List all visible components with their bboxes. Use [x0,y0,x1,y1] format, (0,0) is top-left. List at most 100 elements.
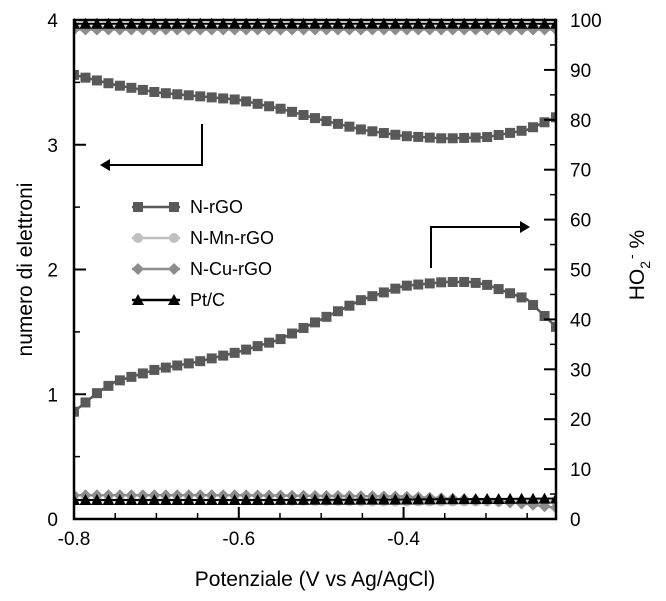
data-point [310,113,320,124]
data-point [493,284,504,295]
data-point [103,78,114,89]
data-point [297,17,310,29]
data-point [229,347,240,358]
data-point [172,89,183,100]
y-right-tick-label: 70 [570,161,591,182]
data-point [263,17,276,29]
data-point [550,501,556,514]
data-point [126,82,137,93]
data-point [309,493,321,505]
data-point [286,17,299,29]
data-point [401,131,412,142]
data-point [505,127,516,138]
data-point [321,311,332,322]
data-point [160,362,171,373]
data-point [378,287,389,298]
legend-label: Pt/C [190,290,225,310]
data-point [527,492,540,504]
data-point [366,17,379,29]
data-point [493,129,504,140]
data-point [343,17,356,29]
data-point [344,300,355,311]
data-point [137,84,148,95]
y-left-tick-label: 1 [47,385,58,406]
legend-marker [169,202,179,212]
data-point [275,334,286,345]
data-point [331,17,344,29]
data-point [459,132,470,143]
data-point [228,17,241,29]
data-point [389,493,402,505]
data-point [400,17,413,29]
data-point [504,492,517,504]
data-point [149,86,160,97]
data-point [240,494,253,506]
legend-marker [168,294,180,305]
left-axis-arrow-head [100,159,110,171]
data-point [228,494,241,506]
data-point [482,279,493,290]
data-point [458,17,471,29]
data-point [182,494,195,506]
data-point [241,344,252,355]
data-point [274,17,287,29]
data-point [287,106,298,117]
data-point [206,353,217,364]
data-point [194,494,207,506]
data-point [344,121,355,132]
data-point [79,17,92,29]
data-point [183,358,194,369]
data-point [412,493,425,505]
data-point [482,132,493,143]
data-point [389,17,402,29]
data-point [447,133,458,144]
data-point [263,493,276,505]
data-point [194,17,207,29]
data-point [515,17,528,29]
data-point [528,122,539,133]
y-left-tick-label: 2 [47,261,58,282]
data-point [274,493,287,505]
right-axis-arrow [430,221,530,268]
data-point [332,118,343,129]
data-point [504,17,517,29]
data-point [217,494,230,506]
y-right-tick-label: 100 [570,11,602,32]
data-point [114,375,125,386]
data-point [205,494,218,506]
data-point [436,277,447,288]
data-point [332,306,343,317]
data-point [148,494,161,506]
data-point [446,493,459,505]
data-point [377,493,390,505]
data-point [241,96,252,107]
data-point [102,494,115,506]
y-left-tick-label: 0 [47,510,58,531]
data-point [378,128,389,139]
data-point [435,493,448,505]
data-point [90,17,103,29]
data-point [492,492,505,504]
y-right-tick-label: 80 [570,111,591,132]
data-point [413,279,424,290]
data-point [320,17,333,29]
legend-marker [169,233,179,243]
data-point [321,116,332,127]
y-axis-right-title-unit: % [626,230,649,255]
data-point [113,494,126,506]
x-axis-title: Potenziale (V vs Ag/AgCl) [195,568,435,591]
data-point [435,17,448,29]
legend-marker [132,263,144,275]
data-point [275,103,286,114]
data-point [469,17,482,29]
x-tick-label: -0.8 [58,529,91,550]
y-left-tick-label: 4 [47,11,58,32]
data-point [80,72,91,83]
y-axis-right-title: HO2 - % [623,230,653,300]
data-point [458,493,471,505]
data-point [505,288,516,299]
y-right-tick-label: 60 [570,211,591,232]
data-point [195,91,206,102]
